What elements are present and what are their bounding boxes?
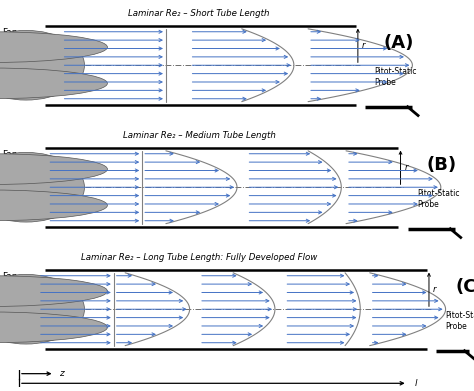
Text: Fan: Fan bbox=[2, 28, 18, 37]
Text: (B): (B) bbox=[427, 156, 457, 174]
Text: Pitot-Stati…
Probe: Pitot-Stati… Probe bbox=[446, 311, 474, 331]
Text: l: l bbox=[415, 379, 417, 388]
Text: Fan: Fan bbox=[2, 150, 18, 159]
Ellipse shape bbox=[0, 312, 108, 343]
Text: Pitot-Static
Probe: Pitot-Static Probe bbox=[374, 67, 417, 87]
Text: Laminar Re₂ – Medium Tube Length: Laminar Re₂ – Medium Tube Length bbox=[123, 131, 275, 140]
Ellipse shape bbox=[0, 152, 84, 222]
Text: Pitot-Static
Probe: Pitot-Static Probe bbox=[417, 189, 460, 209]
Ellipse shape bbox=[0, 190, 108, 221]
Ellipse shape bbox=[0, 68, 108, 99]
Ellipse shape bbox=[0, 154, 108, 185]
Text: r: r bbox=[362, 41, 365, 50]
Text: (C): (C) bbox=[455, 278, 474, 296]
Ellipse shape bbox=[0, 30, 84, 100]
Text: Laminar Re₂ – Long Tube Length: Fully Developed Flow: Laminar Re₂ – Long Tube Length: Fully De… bbox=[81, 253, 317, 262]
Text: Laminar Re₂ – Short Tube Length: Laminar Re₂ – Short Tube Length bbox=[128, 9, 270, 18]
Ellipse shape bbox=[0, 276, 108, 307]
Ellipse shape bbox=[0, 32, 108, 63]
Ellipse shape bbox=[0, 274, 84, 344]
Text: z: z bbox=[59, 369, 64, 378]
Text: r: r bbox=[404, 163, 408, 172]
Text: (A): (A) bbox=[384, 34, 414, 52]
Text: Fan: Fan bbox=[2, 272, 18, 281]
Text: r: r bbox=[433, 285, 436, 294]
